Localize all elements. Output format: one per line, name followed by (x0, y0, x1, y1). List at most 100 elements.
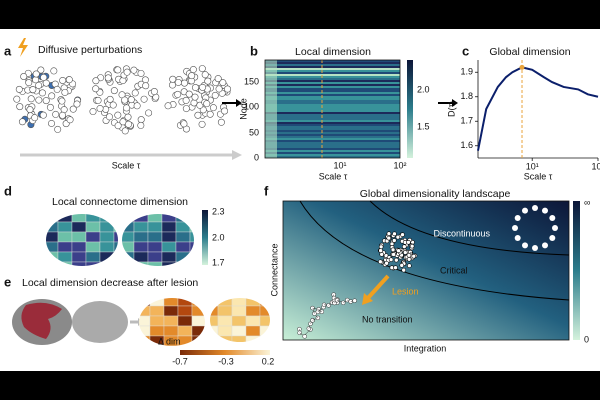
heat-row-start (265, 82, 277, 84)
colorbar-tick: ∞ (584, 197, 590, 207)
heat-row (265, 136, 400, 138)
x-axis-label: Integration (404, 343, 447, 353)
heat-row-start (265, 76, 277, 78)
region (149, 315, 165, 327)
heat-row-start (265, 90, 277, 92)
heat-row-start (265, 126, 277, 128)
region (71, 241, 87, 253)
ring-node (549, 214, 556, 221)
node (50, 67, 58, 75)
node (94, 96, 102, 104)
colorbar-label: Δ dim (158, 336, 181, 346)
region (191, 325, 205, 337)
node (137, 116, 145, 124)
region (139, 325, 151, 337)
panel-label: b (250, 43, 258, 58)
node (137, 121, 145, 129)
region (30, 262, 44, 272)
node (16, 103, 24, 111)
hub-node (393, 265, 398, 270)
hub-node (406, 256, 412, 262)
heat-row-start (265, 144, 277, 146)
region (133, 241, 149, 253)
region (191, 298, 205, 307)
heat-row-start (265, 142, 277, 144)
heat-row (265, 146, 400, 148)
node (185, 90, 193, 98)
region (232, 212, 246, 222)
node (40, 73, 48, 81)
region (175, 261, 191, 266)
region (231, 315, 247, 327)
region (57, 251, 73, 263)
node (198, 65, 206, 73)
node (96, 105, 104, 113)
heat-row (265, 126, 400, 128)
region (30, 252, 44, 262)
region (232, 262, 246, 272)
region-label: No transition (362, 314, 413, 324)
region (57, 241, 73, 253)
arrow-head (362, 293, 373, 305)
heat-row (265, 116, 400, 118)
region (71, 221, 87, 233)
region (85, 214, 101, 223)
node (137, 69, 145, 77)
heat-row-start (265, 98, 277, 100)
heat-row-start (265, 146, 277, 148)
region (231, 325, 247, 337)
heat-row (265, 114, 400, 116)
y-tick-label: 1.7 (460, 116, 473, 126)
heat-row (265, 154, 400, 156)
region (46, 251, 59, 263)
region (245, 298, 261, 307)
node (42, 97, 50, 105)
heat-row (265, 140, 400, 142)
heat-row-start (265, 60, 277, 62)
region (175, 251, 191, 263)
heat-row (265, 104, 400, 106)
hub-node (378, 248, 383, 253)
hub-node (396, 248, 401, 254)
region (232, 222, 246, 232)
heat-row (265, 88, 400, 90)
heat-row (265, 62, 400, 64)
heat-row-start (265, 154, 277, 156)
arrow-label: Lesion (392, 286, 419, 296)
heat-row (265, 134, 400, 136)
region (147, 241, 163, 253)
region (147, 231, 163, 243)
heat-row-start (265, 124, 277, 126)
region (46, 221, 59, 233)
node (164, 102, 172, 110)
heat-row (265, 80, 400, 82)
heat-row-start (265, 130, 277, 132)
region (149, 298, 165, 307)
region (85, 241, 101, 253)
node (121, 127, 129, 135)
heat-row-start (265, 148, 277, 150)
region (133, 231, 149, 243)
panel-label: e (4, 274, 11, 289)
region (57, 221, 73, 233)
region (85, 221, 101, 233)
node (123, 104, 131, 112)
hub-node (399, 263, 405, 268)
lesion-arrow (366, 274, 390, 300)
panel-label: d (4, 183, 12, 198)
region-label: Critical (440, 265, 468, 275)
lesion (21, 302, 62, 339)
region (206, 296, 220, 306)
region (147, 261, 163, 266)
heat-row (265, 64, 400, 66)
region (163, 315, 179, 327)
heat-row-start (265, 112, 277, 114)
heat-row-start (265, 108, 277, 110)
region (232, 242, 246, 252)
node (48, 119, 56, 127)
region (210, 325, 219, 337)
node (92, 77, 100, 85)
region (122, 214, 135, 223)
colorbar-tick: 0.2 (262, 356, 275, 366)
